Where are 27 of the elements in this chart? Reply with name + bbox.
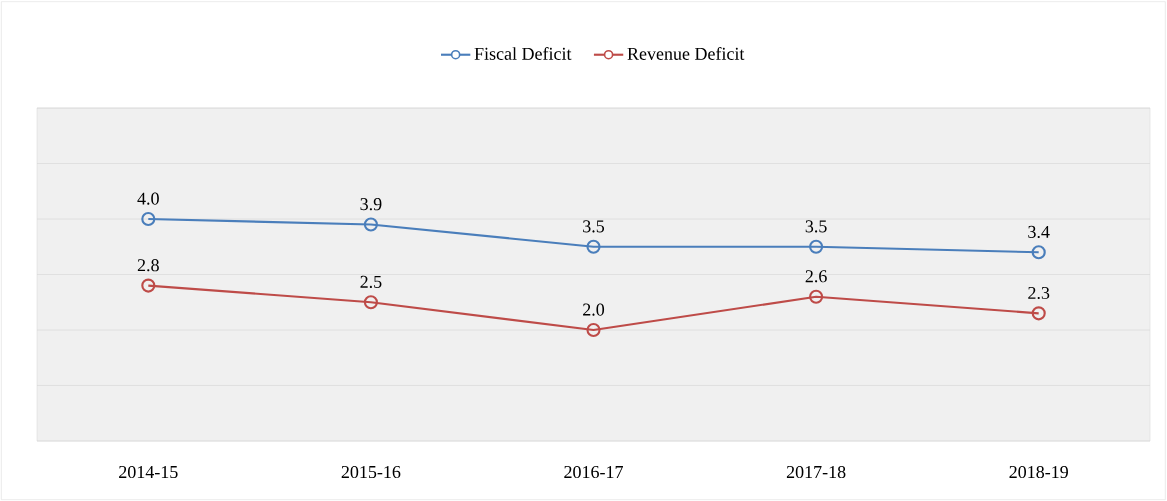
data-label: 3.4 bbox=[1028, 225, 1050, 239]
point bbox=[363, 295, 378, 310]
data-label: 2.5 bbox=[360, 275, 382, 288]
data-label: 2.3 bbox=[1028, 286, 1050, 300]
x-tick-label: 2017-18 bbox=[786, 465, 846, 479]
x-tick-label: 2016-17 bbox=[564, 465, 623, 479]
legend-label: Revenue Deficit bbox=[627, 47, 745, 60]
legend-label: Fiscal Deficit bbox=[474, 47, 572, 60]
data-label: 4.0 bbox=[137, 192, 159, 205]
point bbox=[586, 322, 601, 338]
x-tick-label: 2014-15 bbox=[119, 465, 178, 479]
point bbox=[141, 211, 156, 227]
point bbox=[809, 289, 824, 304]
x-tick-label: 2015-16 bbox=[341, 465, 401, 479]
point bbox=[1031, 245, 1046, 260]
data-label: 3.5 bbox=[583, 220, 605, 233]
point bbox=[1031, 306, 1046, 321]
point bbox=[586, 239, 601, 254]
x-tick-label: 2018-19 bbox=[1009, 465, 1068, 479]
data-label: 2.8 bbox=[137, 259, 159, 272]
point bbox=[363, 217, 378, 232]
data-label: 2.6 bbox=[805, 270, 827, 283]
data-label: 3.9 bbox=[360, 198, 382, 211]
point bbox=[141, 278, 156, 293]
point bbox=[809, 239, 824, 254]
data-label: 3.5 bbox=[805, 220, 827, 233]
data-label: 2.0 bbox=[583, 303, 605, 316]
